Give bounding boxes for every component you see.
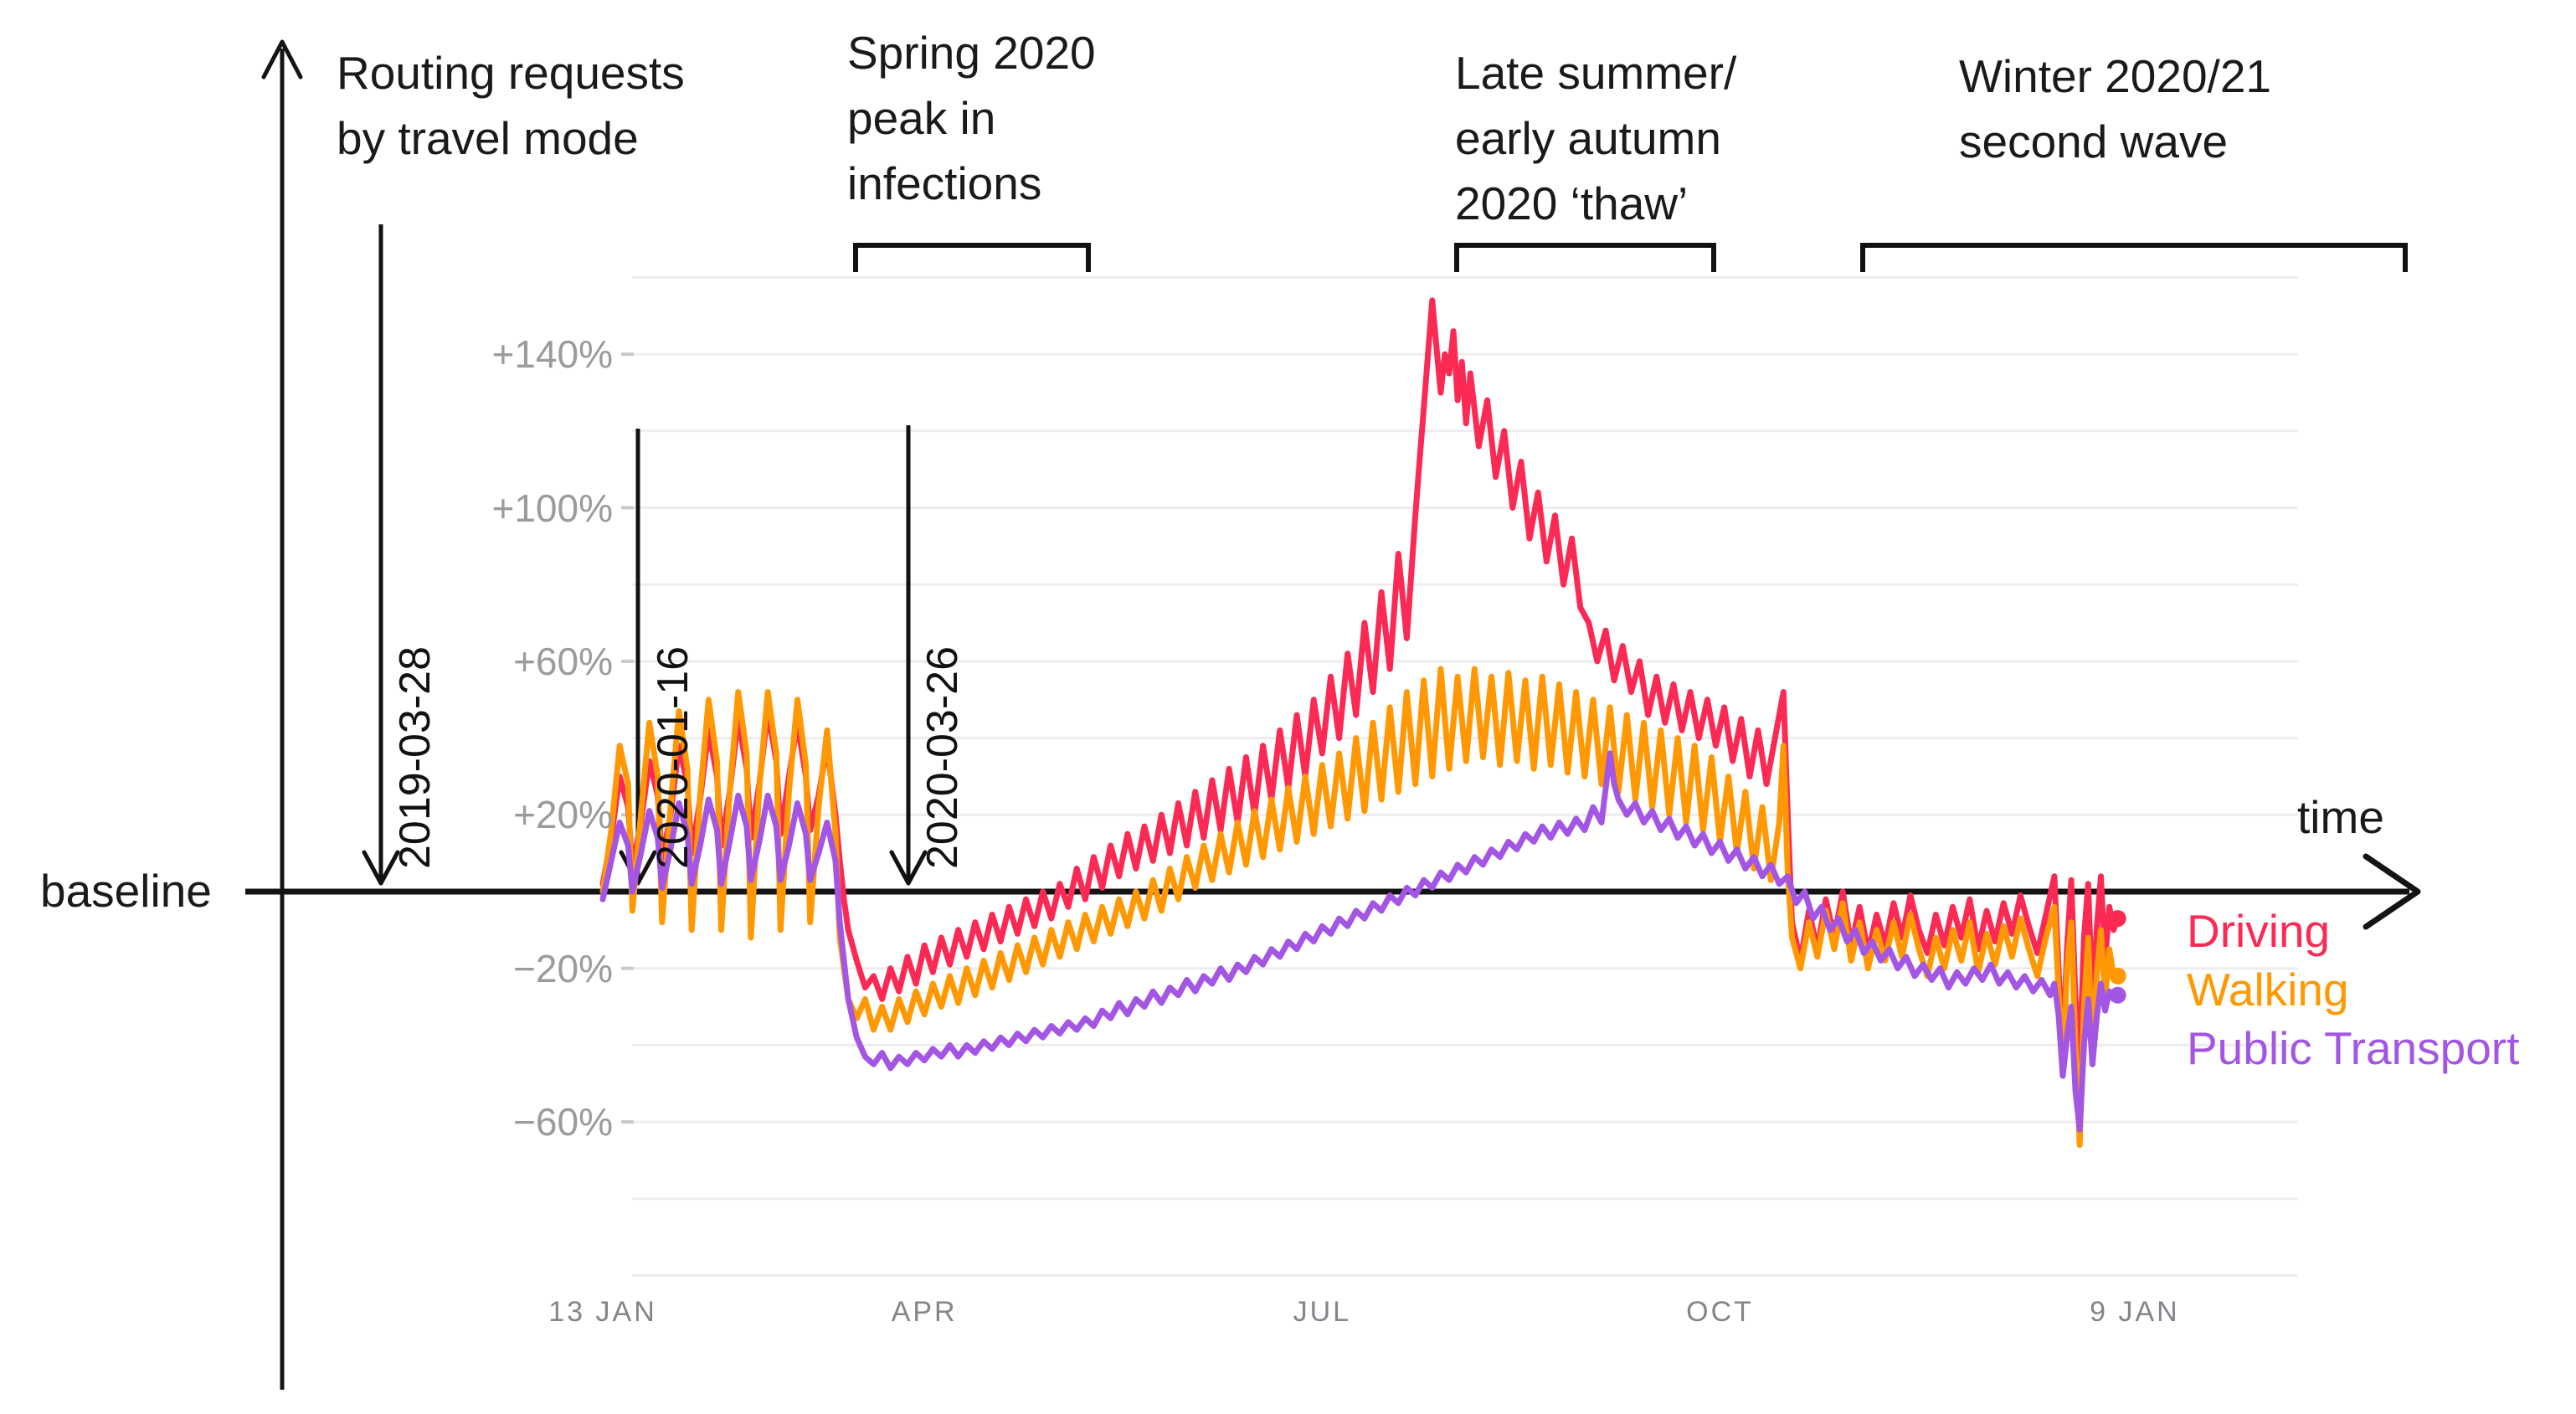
page-title: Routing requests by travel mode (337, 47, 685, 164)
x-tick-label: 13 JAN (548, 1296, 657, 1328)
baseline-date-2020-03-26: 2020-03-26 (918, 646, 967, 869)
period-bracket (853, 243, 1091, 272)
legend-item-driving: Driving (2187, 905, 2331, 957)
date-annotation-arrowhead (619, 850, 657, 886)
period-bracket (1454, 243, 1716, 272)
annotation-winter-wave: Winter 2020/21 second wave (1959, 50, 2271, 167)
series-line-driving (599, 297, 2121, 1064)
y-tick-label: +20% (513, 793, 613, 837)
x-tick-label: OCT (1686, 1296, 1754, 1328)
series-end-dot-walking (2109, 967, 2126, 985)
annotation-late-summer: Late summer/ early autumn 2020 ‘thaw’ (1455, 47, 1737, 229)
series-end-dot-driving (2109, 910, 2126, 928)
period-bracket (1860, 243, 2408, 272)
y-tick-label: −20% (513, 946, 613, 990)
series-line-public-transport (599, 750, 2121, 1133)
time-axis-label: time (2297, 791, 2384, 843)
series-end-dot-public-transport (2109, 986, 2126, 1004)
x-tick-label: 9 JAN (2090, 1296, 2180, 1328)
annotation-spring-2020: Spring 2020 peak in infections (847, 27, 1096, 209)
y-tick-label: +60% (513, 639, 613, 683)
y-tick-label: −60% (513, 1100, 613, 1144)
x-tick-label: JUL (1293, 1296, 1352, 1328)
baseline-date-2020-01-16: 2020-01-16 (649, 646, 697, 869)
date-annotation-arrowhead (362, 850, 400, 886)
baseline-axis-label: baseline (40, 865, 212, 917)
y-axis-arrowhead (261, 39, 303, 80)
legend-item-walking: Walking (2187, 964, 2349, 1016)
date-annotation-arrowhead (889, 850, 928, 886)
y-tick-label: +100% (491, 486, 613, 530)
x-tick-label: APR (891, 1296, 958, 1328)
legend-item-public-transport: Public Transport (2187, 1022, 2520, 1074)
time-axis-arrowhead (2363, 853, 2421, 930)
y-tick-label: +140% (491, 332, 613, 377)
